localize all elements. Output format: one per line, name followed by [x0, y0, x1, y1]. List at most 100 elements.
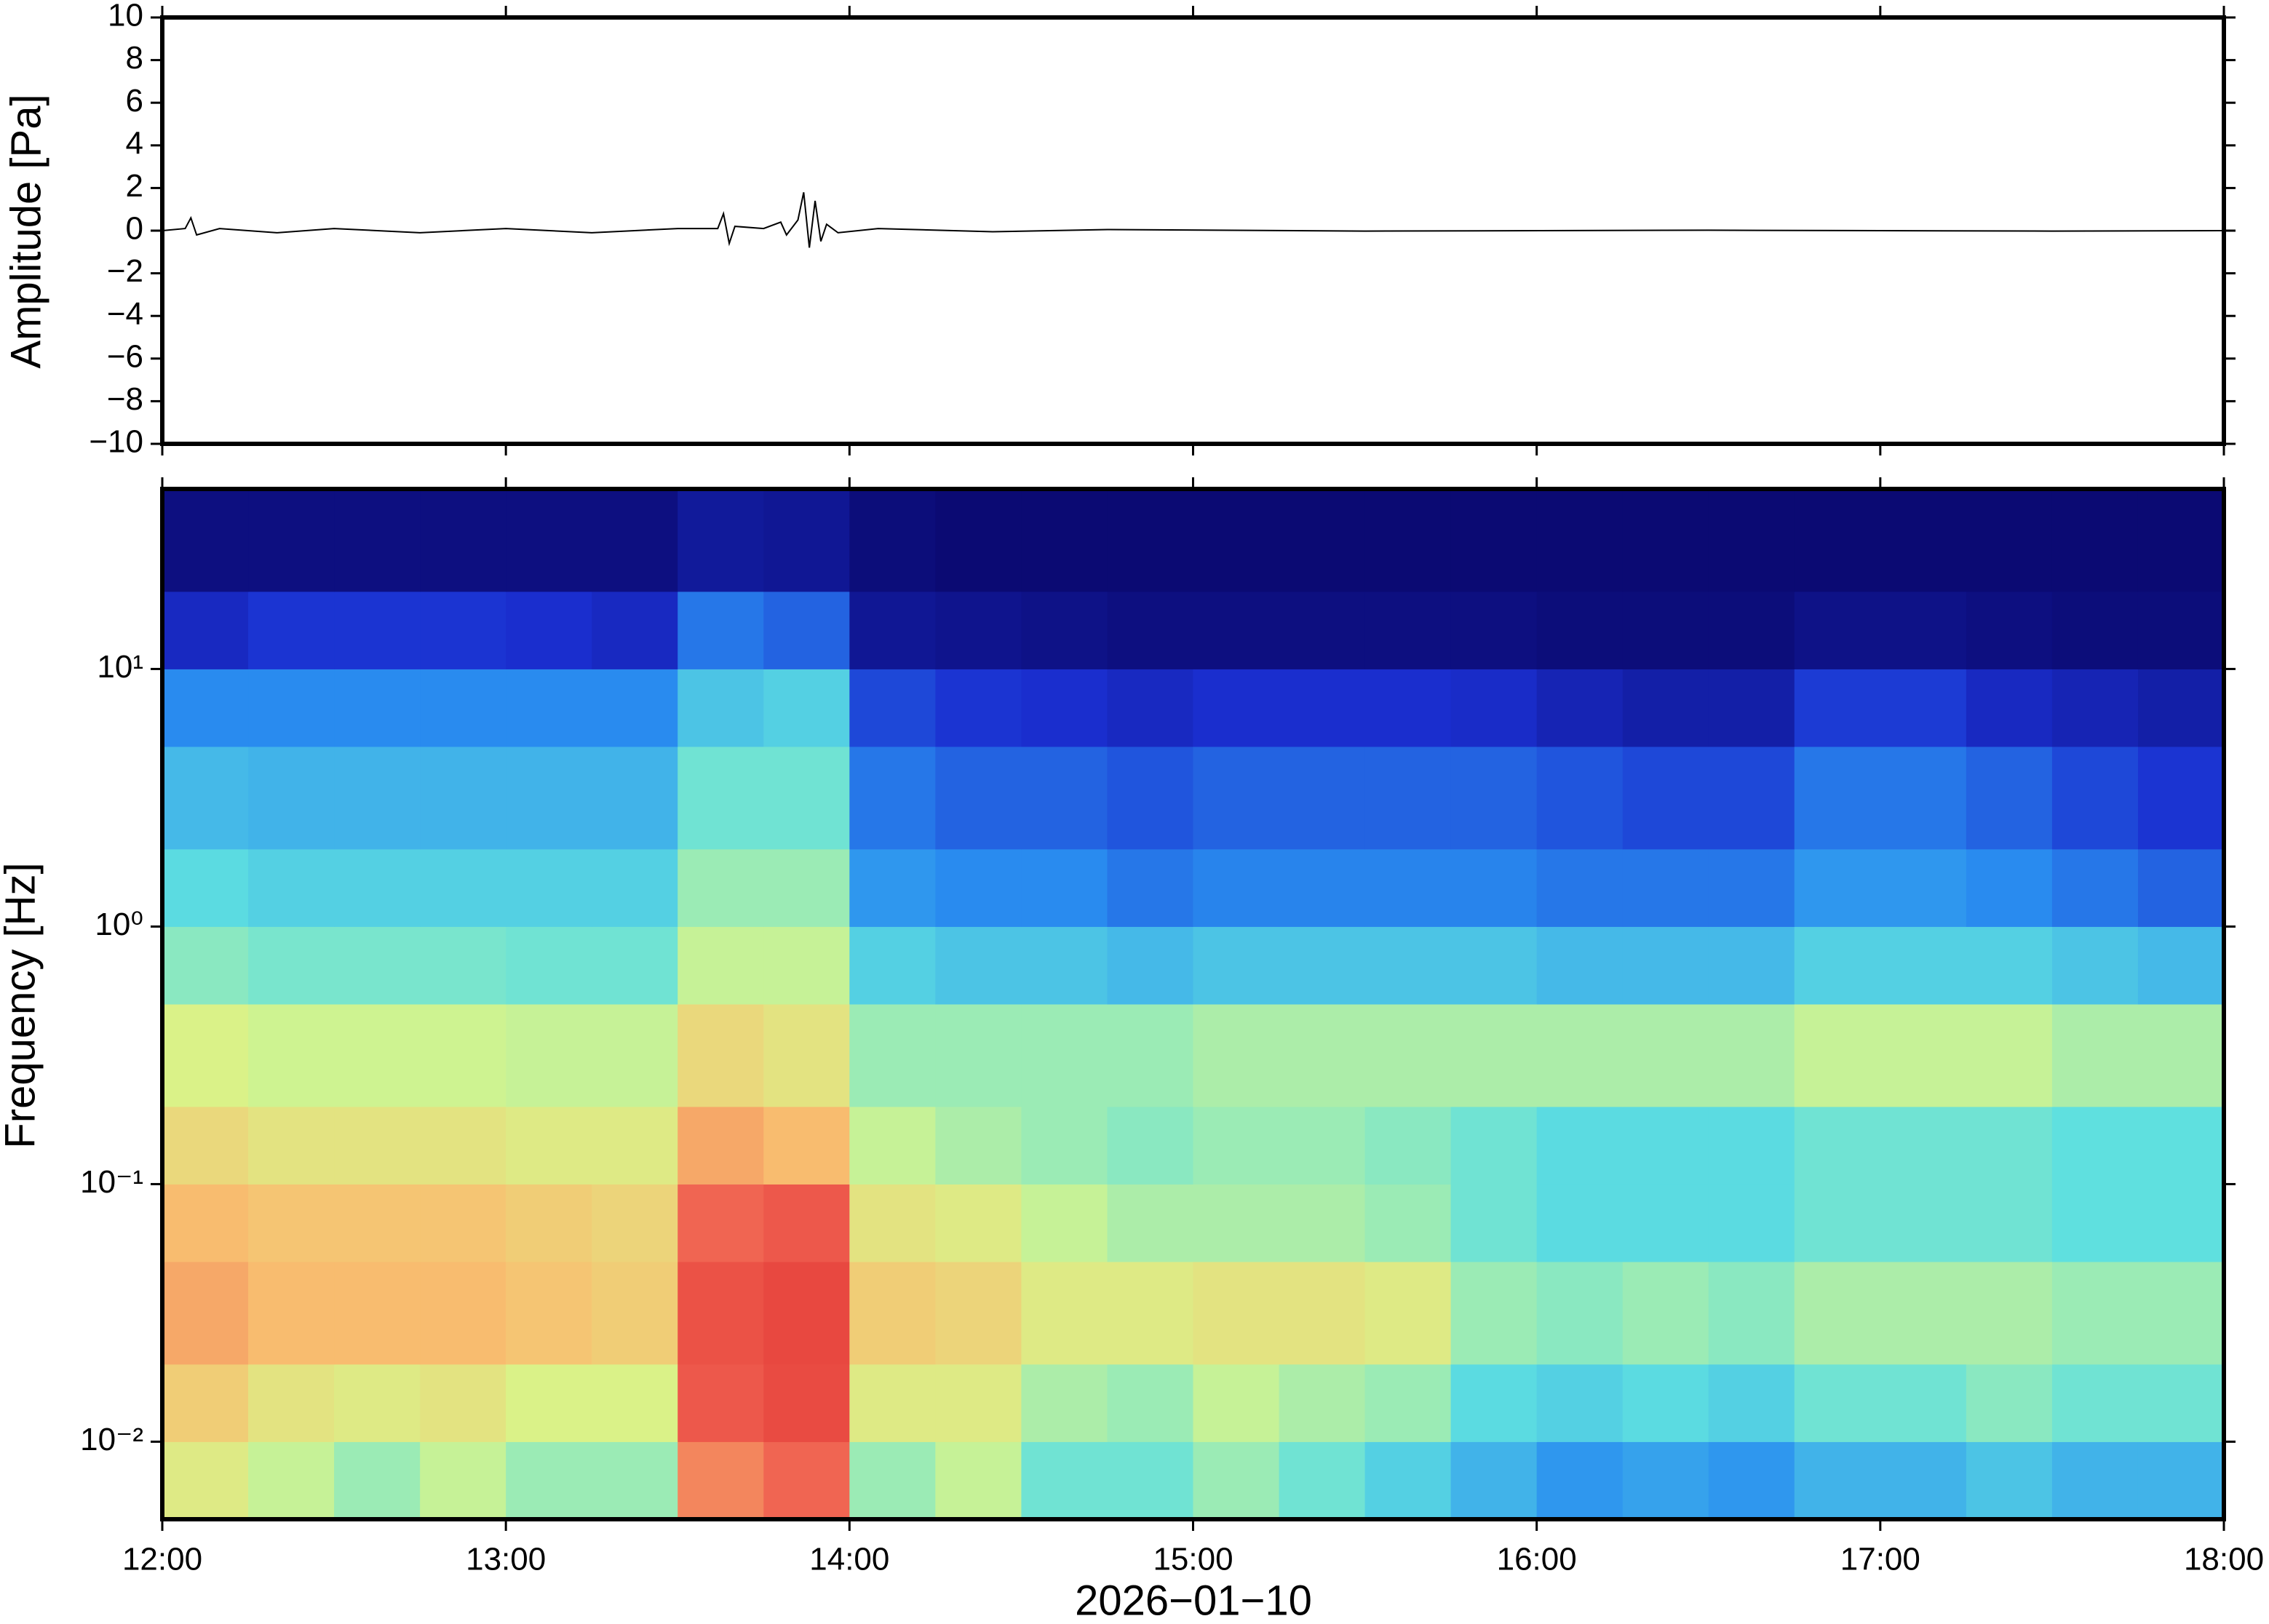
spectrogram-cell — [1450, 591, 1538, 669]
spectrogram-cell — [763, 1004, 850, 1107]
spectrogram-cell — [592, 926, 678, 1005]
spectrogram-cell — [248, 1184, 335, 1262]
spectrogram-cell — [1450, 1441, 1538, 1520]
spectrogram-cell — [1536, 1364, 1624, 1442]
spectrogram-cell — [1021, 1364, 1108, 1442]
spectrogram-cell — [592, 1004, 678, 1107]
spectrogram-cell — [1279, 1262, 1366, 1365]
spectrogram-cell — [677, 489, 764, 592]
spectrogram-cell — [1364, 1441, 1452, 1520]
x-tick-label: 15:00 — [1153, 1542, 1233, 1577]
spectrogram-cell — [1021, 926, 1108, 1005]
spectrogram-cell — [1880, 747, 1967, 850]
spectrogram-cell — [1794, 1184, 1881, 1262]
spectrogram-cell — [1880, 1184, 1967, 1262]
spectrogram-cell — [420, 669, 506, 747]
spectrogram-cell — [1021, 591, 1108, 669]
spectrogram-cell — [849, 1004, 936, 1107]
spectrogram-cell — [1193, 489, 1280, 592]
spectrogram-cell — [1536, 1262, 1624, 1365]
spectrogram-cell — [849, 1106, 936, 1185]
spectrogram-cell — [162, 926, 249, 1005]
spectrogram-cell — [1880, 1441, 1967, 1520]
spectrogram-cell — [334, 591, 421, 669]
spectrogram-cell — [162, 1004, 249, 1107]
spectrogram-cell — [1536, 489, 1624, 592]
spectrogram-cell — [334, 489, 421, 592]
spectrogram-cell — [935, 1262, 1022, 1365]
spectrogram-cell — [2137, 1441, 2225, 1520]
spectrogram-cell — [1364, 489, 1452, 592]
spectrogram-cell — [763, 1364, 850, 1442]
spectrogram-cell — [1107, 848, 1193, 927]
spectrogram-cell — [1021, 1106, 1108, 1185]
spectrogram-cell — [1107, 1364, 1193, 1442]
spectrogram-cell — [1708, 1262, 1795, 1365]
spectrogram-cell — [506, 1184, 592, 1262]
spectrogram-cell — [1622, 848, 1709, 927]
spectrogram-cell — [677, 848, 764, 927]
y-tick-label: −8 — [107, 381, 143, 417]
spectrogram-cell — [1021, 669, 1108, 747]
spectrogram-cell — [1364, 1004, 1452, 1107]
spectrogram-cell — [1966, 669, 2053, 747]
spectrogram-cell — [162, 1364, 249, 1442]
x-tick-label: 16:00 — [1497, 1542, 1577, 1577]
spectrogram-cell — [1450, 1106, 1538, 1185]
y-tick-label: 10⁻² — [80, 1422, 143, 1457]
spectrogram-cell — [1279, 1184, 1366, 1262]
spectrogram-cell — [1966, 1441, 2053, 1520]
spectrogram-cell — [849, 1364, 936, 1442]
spectrogram-cell — [1364, 1184, 1452, 1262]
spectrogram-cell — [1966, 1262, 2053, 1365]
spectrogram-cell — [2051, 1262, 2139, 1365]
spectrogram-cell — [849, 669, 936, 747]
spectrogram-cell — [1364, 747, 1452, 850]
y-tick-label: 8 — [126, 40, 143, 76]
spectrogram-cell — [1622, 1364, 1709, 1442]
spectrogram-cell — [1536, 1106, 1624, 1185]
spectrogram-cell — [1021, 1441, 1108, 1520]
spectrogram-cell — [763, 1106, 850, 1185]
spectrogram-cell — [1966, 1184, 2053, 1262]
spectrogram-cell — [1450, 747, 1538, 850]
spectrogram-cell — [763, 1184, 850, 1262]
spectrogram-cell — [2137, 1262, 2225, 1365]
y-tick-label: 10⁰ — [95, 907, 143, 942]
spectrogram-cell — [1622, 926, 1709, 1005]
spectrogram-cell — [935, 591, 1022, 669]
spectrogram-cell — [1193, 1184, 1280, 1262]
spectrogram-cell — [1966, 1004, 2053, 1107]
spectrogram-cell — [334, 848, 421, 927]
spectrogram-cell — [1193, 1262, 1280, 1365]
spectrogram-cell — [1536, 848, 1624, 927]
spectrogram-cell — [334, 1364, 421, 1442]
spectrogram — [162, 489, 2225, 1520]
spectrogram-cell — [420, 926, 506, 1005]
spectrogram-cell — [1794, 1441, 1881, 1520]
spectrogram-cell — [1450, 1184, 1538, 1262]
spectrogram-cell — [935, 747, 1022, 850]
spectrogram-cell — [849, 1184, 936, 1262]
spectrogram-cell — [592, 1262, 678, 1365]
spectrogram-cell — [1794, 1364, 1881, 1442]
spectrogram-cell — [1364, 848, 1452, 927]
frequency-axis-title: Frequency [Hz] — [0, 862, 44, 1148]
spectrogram-cell — [1021, 1184, 1108, 1262]
spectrogram-cell — [506, 1364, 592, 1442]
spectrogram-cell — [1107, 669, 1193, 747]
spectrogram-cell — [162, 747, 249, 850]
spectrogram-cell — [1364, 1106, 1452, 1185]
spectrogram-cell — [1536, 1441, 1624, 1520]
spectrogram-cell — [334, 669, 421, 747]
spectrogram-cell — [248, 489, 335, 592]
spectrogram-cell — [1622, 1106, 1709, 1185]
spectrogram-cell — [1107, 489, 1193, 592]
spectrogram-cell — [1364, 591, 1452, 669]
spectrogram-cell — [1107, 1262, 1193, 1365]
spectrogram-cell — [1966, 926, 2053, 1005]
spectrogram-cell — [1193, 926, 1280, 1005]
spectrogram-cell — [2051, 669, 2139, 747]
spectrogram-cell — [677, 1364, 764, 1442]
